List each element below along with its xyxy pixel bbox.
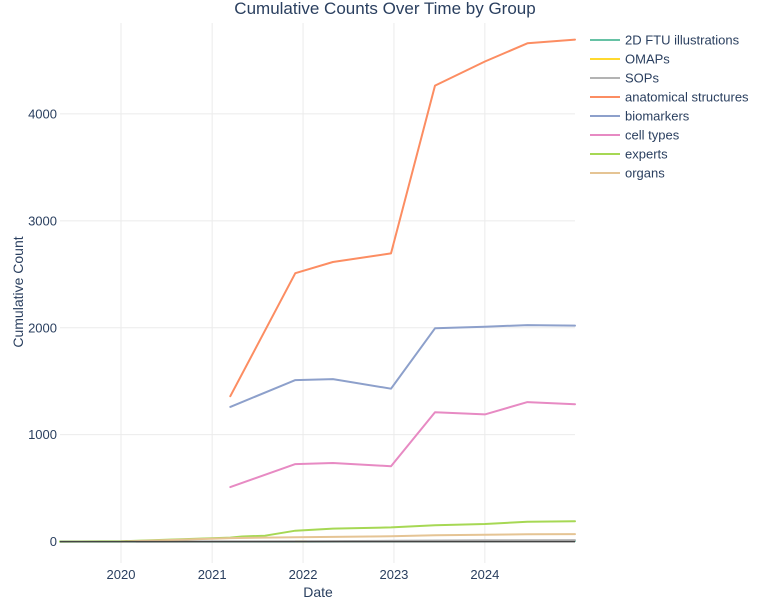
series-lines [59,38,576,543]
legend-label: biomarkers [625,109,690,124]
legend-item[interactable]: 2D FTU illustrations [590,33,740,48]
chart-title: Cumulative Counts Over Time by Group [234,0,535,18]
x-tick-label: 2021 [198,567,227,582]
x-tick-label: 2020 [107,567,136,582]
y-tick-label: 1000 [28,427,57,442]
legend-label: organs [625,166,665,181]
legend-label: cell types [625,128,680,143]
series-line-anatomical-structures [229,38,576,398]
x-axis-label: Date [303,584,333,600]
grid [60,23,575,563]
legend-item[interactable]: cell types [590,128,680,143]
legend-item[interactable]: anatomical structures [590,90,749,105]
legend-label: anatomical structures [625,90,749,105]
y-axis-label: Cumulative Count [10,236,26,347]
legend-item[interactable]: organs [590,166,665,181]
y-tick-label: 4000 [28,106,57,121]
series-line-cell-types [229,401,576,489]
legend-item[interactable]: SOPs [590,71,659,86]
series-line-experts [59,520,576,543]
axes: 2020 2021 2022 2023 2024 0 1000 2000 3000 4000 [28,106,575,582]
legend-label: SOPs [625,71,659,86]
legend-item[interactable]: OMAPs [590,52,670,67]
series-line-biomarkers [229,324,576,408]
x-tick-label: 2023 [379,567,408,582]
legend-item[interactable]: experts [590,147,668,162]
y-tick-label: 2000 [28,320,57,335]
x-tick-label: 2022 [289,567,318,582]
legend-label: 2D FTU illustrations [625,33,740,48]
legend-label: experts [625,147,668,162]
legend: 2D FTU illustrations OMAPs SOPs anatomical … [590,33,749,181]
series-line-organs [120,533,576,543]
legend-label: OMAPs [625,52,670,67]
x-tick-label: 2024 [470,567,499,582]
legend-item[interactable]: biomarkers [590,109,690,124]
y-tick-label: 3000 [28,213,57,228]
y-tick-label: 0 [50,534,57,549]
